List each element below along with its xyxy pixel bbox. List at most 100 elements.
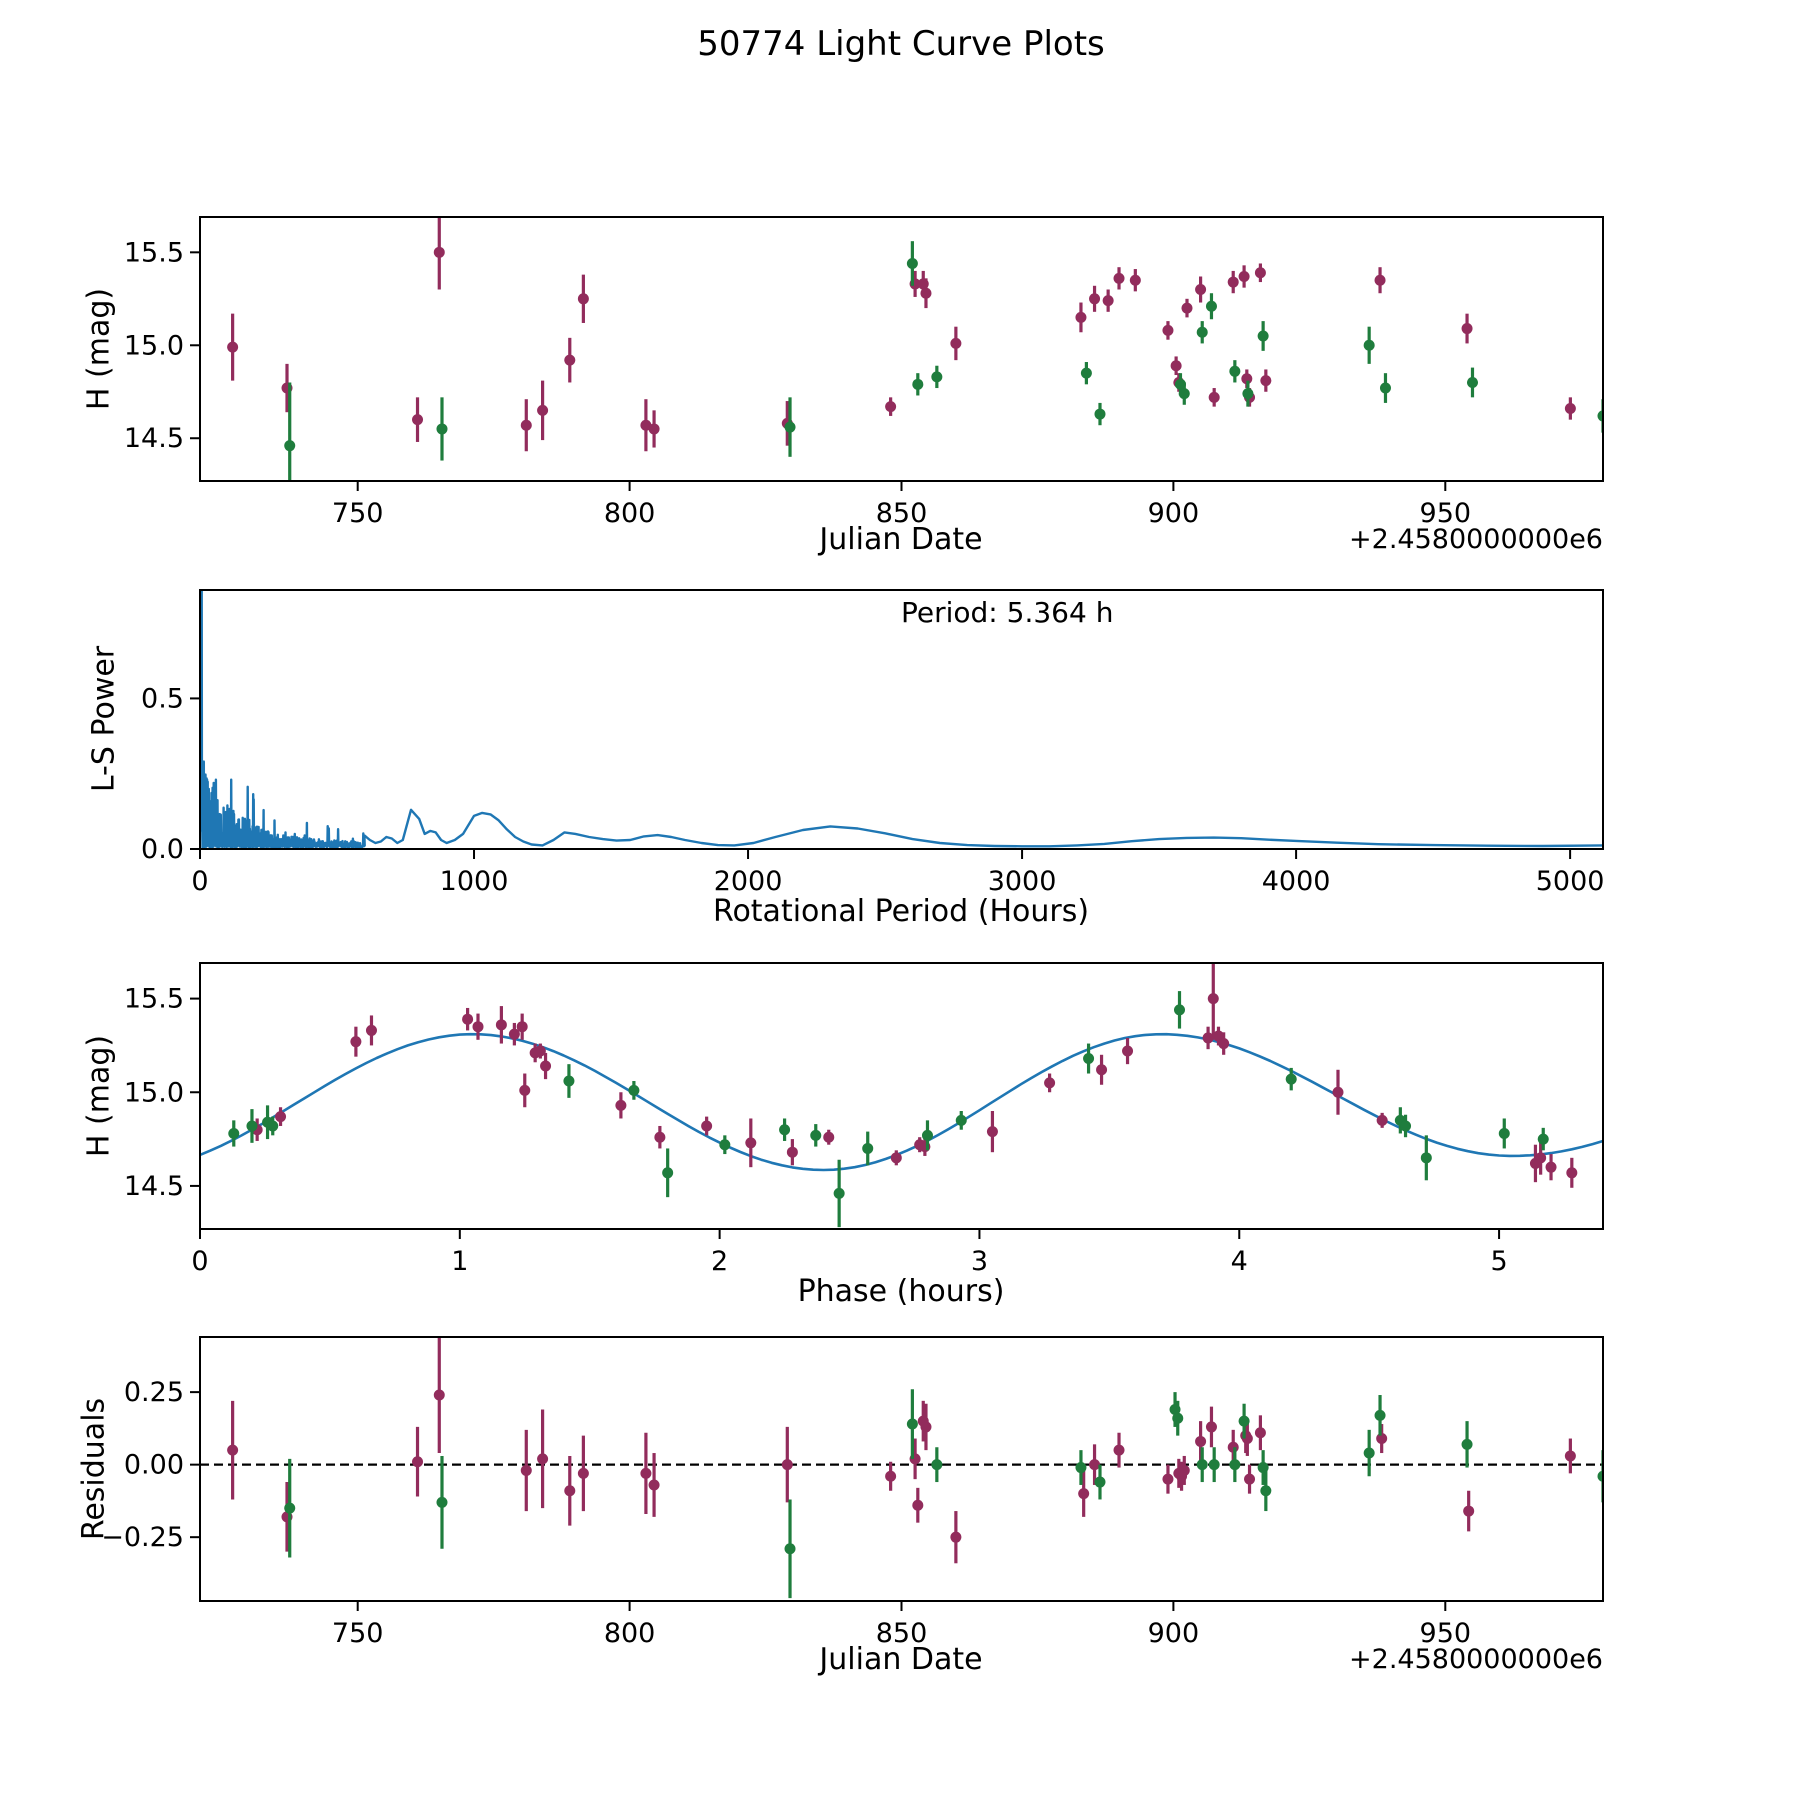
data-point xyxy=(1374,274,1386,286)
data-point xyxy=(1196,1459,1208,1471)
axes-frame xyxy=(199,962,1604,1230)
series-filter-2 xyxy=(228,991,1549,1228)
data-point xyxy=(1102,295,1114,307)
data-point xyxy=(1218,1038,1230,1050)
data-point xyxy=(1178,1464,1190,1476)
data-point xyxy=(227,341,239,353)
data-point xyxy=(1260,375,1272,387)
x-tick-label: 1000 xyxy=(440,866,509,897)
data-point xyxy=(519,1084,531,1096)
data-point xyxy=(1254,267,1266,279)
data-point xyxy=(436,423,448,435)
series-filter-2 xyxy=(284,1389,1603,1599)
x-tick-label: 2 xyxy=(711,1246,728,1277)
data-point xyxy=(950,337,962,349)
data-point xyxy=(1208,1459,1220,1471)
data-point xyxy=(1202,1032,1214,1044)
data-point xyxy=(1089,293,1101,305)
data-point xyxy=(885,1470,897,1482)
data-point xyxy=(433,246,445,258)
data-point xyxy=(628,1084,640,1096)
data-point xyxy=(1285,1073,1297,1085)
data-point xyxy=(784,421,796,433)
data-point xyxy=(1597,1470,1603,1482)
data-point xyxy=(986,1126,998,1138)
x-axis-label-rotational-period: Rotational Period (Hours) xyxy=(712,894,1090,929)
data-point xyxy=(564,1485,576,1497)
data-point xyxy=(781,1459,793,1471)
data-point xyxy=(906,257,918,269)
data-point xyxy=(1376,1114,1388,1126)
x-tick-label: 950 xyxy=(1420,498,1472,529)
data-point xyxy=(890,1152,902,1164)
data-point xyxy=(701,1120,713,1132)
y-tick-label: 0.00 xyxy=(124,1450,184,1481)
data-point xyxy=(931,371,943,383)
data-point xyxy=(1174,1004,1186,1016)
axes-frame xyxy=(199,589,1604,850)
data-point xyxy=(540,1060,552,1072)
data-point xyxy=(1229,1459,1241,1471)
data-point xyxy=(433,1389,445,1401)
x-tick-label: 4000 xyxy=(1262,866,1331,897)
data-point xyxy=(1075,311,1087,323)
data-point xyxy=(745,1137,757,1149)
x-tick-label: 0 xyxy=(191,866,208,897)
data-point xyxy=(520,419,532,431)
data-point xyxy=(1400,1120,1412,1132)
panel-2-data xyxy=(200,590,1603,849)
data-point xyxy=(1545,1161,1557,1173)
data-point xyxy=(719,1139,731,1151)
data-point xyxy=(1238,270,1250,282)
data-point xyxy=(950,1531,962,1543)
data-point xyxy=(520,1464,532,1476)
data-point xyxy=(1205,1421,1217,1433)
data-point xyxy=(912,1499,924,1511)
x-tick-label: 3 xyxy=(971,1246,988,1277)
y-axis-label-residuals: Residuals xyxy=(76,1397,112,1541)
data-point xyxy=(931,1459,943,1471)
data-point xyxy=(1207,993,1219,1005)
y-tick-label: −0.25 xyxy=(101,1522,184,1553)
data-point xyxy=(508,1028,520,1040)
data-point xyxy=(1241,373,1253,385)
data-point xyxy=(1044,1077,1056,1089)
x-tick-label: 4 xyxy=(1231,1246,1248,1277)
panel-1-data xyxy=(227,217,1603,481)
data-point xyxy=(537,1453,549,1465)
data-point xyxy=(1129,274,1141,286)
data-point xyxy=(1122,1045,1134,1057)
data-point xyxy=(1078,1488,1090,1500)
data-point xyxy=(1332,1086,1344,1098)
model-fit-curve xyxy=(200,1032,1603,1172)
y-axis-label-ls-power: L-S Power xyxy=(86,645,122,793)
data-point xyxy=(534,1045,546,1057)
data-point xyxy=(1461,1438,1473,1450)
data-point xyxy=(1113,272,1125,284)
data-point xyxy=(350,1036,362,1048)
data-point xyxy=(1094,408,1106,420)
data-point xyxy=(1363,339,1375,351)
x-tick-label: 900 xyxy=(1148,1618,1200,1649)
y-tick-label: 0.0 xyxy=(141,834,184,865)
data-point xyxy=(1374,1409,1386,1421)
y-tick-label: 15.5 xyxy=(124,984,184,1015)
data-point xyxy=(1227,276,1239,288)
data-point xyxy=(1195,1435,1207,1447)
series-filter-1 xyxy=(251,963,1578,1188)
data-point xyxy=(1420,1152,1432,1164)
data-point xyxy=(1461,323,1473,335)
x-tick-label: 750 xyxy=(332,1618,384,1649)
data-point xyxy=(1466,376,1478,388)
axes-frame xyxy=(199,216,1604,482)
data-point xyxy=(786,1146,798,1158)
y-axis-label-h-mag-phase: H (mag) xyxy=(81,1034,117,1158)
x-tick-label: 5000 xyxy=(1536,866,1605,897)
data-point xyxy=(1597,410,1603,422)
y-tick-label: 15.5 xyxy=(124,237,184,268)
x-tick-label: 850 xyxy=(876,1618,928,1649)
data-point xyxy=(1208,391,1220,403)
x-tick-label: 2000 xyxy=(714,866,783,897)
data-point xyxy=(246,1120,258,1132)
data-point xyxy=(227,1444,239,1456)
